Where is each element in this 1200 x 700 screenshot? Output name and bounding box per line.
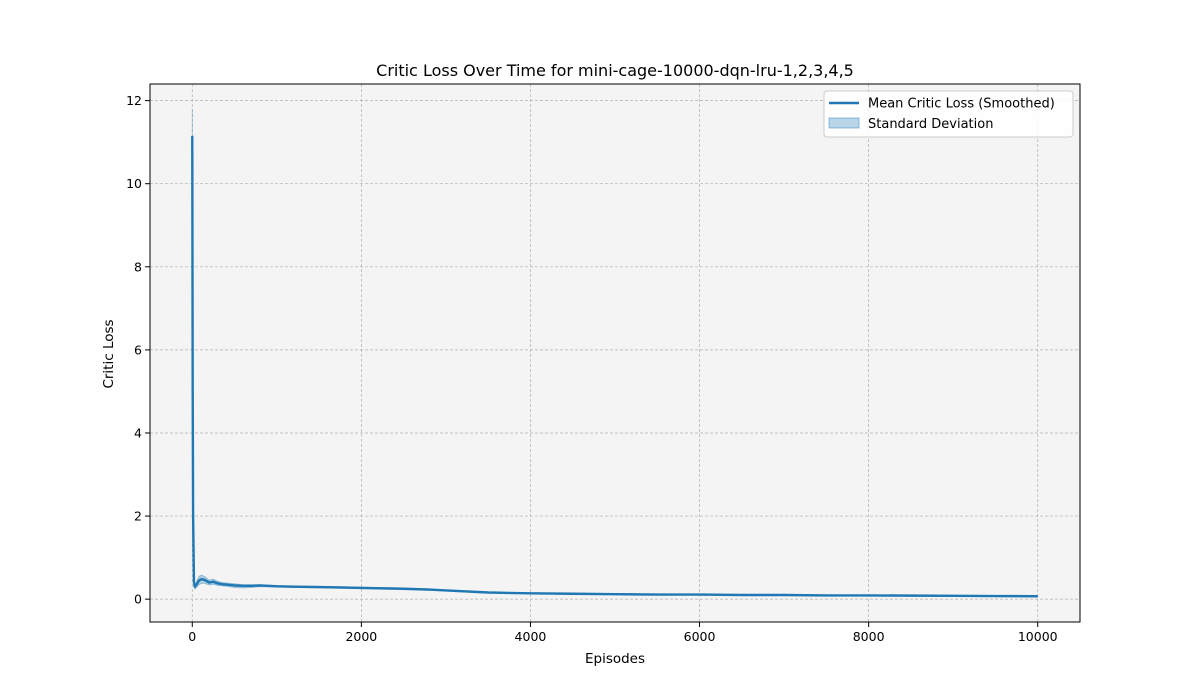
y-tick-label: 0 xyxy=(134,592,142,607)
legend-label-std: Standard Deviation xyxy=(868,117,993,132)
x-tick-label: 0 xyxy=(188,629,196,644)
x-tick-label: 2000 xyxy=(345,629,377,644)
legend-box xyxy=(823,90,1074,138)
y-tick-label: 8 xyxy=(134,259,142,274)
y-axis-ticks: 0 2 4 6 8 10 12 xyxy=(126,93,150,607)
legend: Mean Critic Loss (Smoothed) Standard Dev… xyxy=(823,90,1074,138)
std-band-area xyxy=(191,108,1039,598)
mean-critic-loss-line xyxy=(191,135,1038,598)
x-tick-label: 8000 xyxy=(853,629,885,644)
chart-title: Critic Loss Over Time for mini-cage-1000… xyxy=(376,61,854,80)
mean-line xyxy=(191,135,1038,598)
x-tick-label: 6000 xyxy=(684,629,716,644)
legend-label-mean: Mean Critic Loss (Smoothed) xyxy=(868,97,1055,112)
x-axis-label: Episodes xyxy=(585,651,645,667)
std-deviation-band xyxy=(191,108,1039,598)
x-tick-label: 4000 xyxy=(515,629,547,644)
grid-lines xyxy=(150,84,1080,622)
legend-band-swatch xyxy=(828,117,860,129)
y-tick-label: 10 xyxy=(126,176,142,191)
x-tick-label: 10000 xyxy=(1018,629,1058,644)
y-tick-label: 6 xyxy=(134,342,142,357)
plot-frame xyxy=(149,83,1081,623)
y-axis-label: Critic Loss xyxy=(101,319,117,388)
plot-background xyxy=(150,84,1080,622)
y-tick-label: 2 xyxy=(134,509,142,524)
x-axis-ticks: 0 2000 4000 6000 8000 10000 xyxy=(188,622,1058,644)
y-tick-label: 4 xyxy=(134,425,142,440)
y-tick-label: 12 xyxy=(126,93,142,108)
